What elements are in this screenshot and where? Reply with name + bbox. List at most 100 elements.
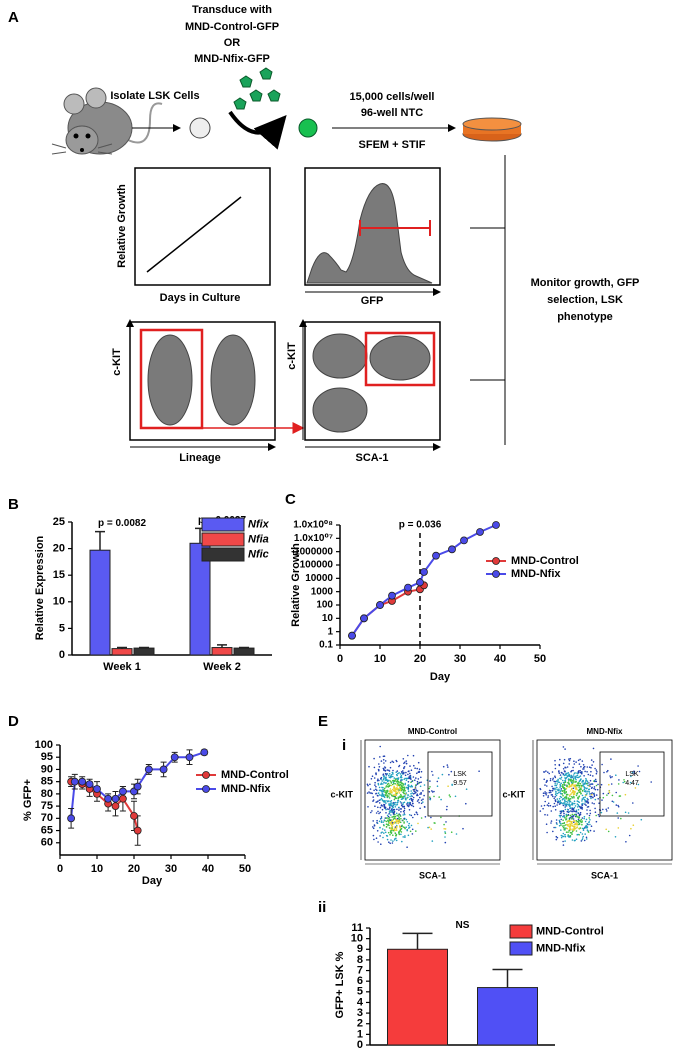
flow-event <box>392 769 394 772</box>
flow-event <box>392 781 395 784</box>
flow-event <box>602 792 605 795</box>
flow-event <box>376 794 379 797</box>
flow-event <box>564 781 566 784</box>
flow-event <box>380 797 383 800</box>
flow-event <box>379 835 381 837</box>
flow-event <box>589 809 591 812</box>
gate <box>139 328 204 430</box>
flow-event <box>586 782 588 785</box>
step-text: selection, LSK <box>547 294 623 306</box>
flow-event <box>372 834 375 837</box>
flow-event <box>588 821 590 823</box>
flow-event <box>379 799 382 801</box>
flow-event <box>552 795 554 798</box>
flow-event <box>587 773 590 776</box>
flow-event <box>419 785 422 788</box>
flow-event <box>570 785 572 787</box>
flow-event <box>563 774 566 777</box>
flow-event <box>563 758 566 761</box>
flow-event <box>579 811 582 814</box>
flow-event <box>591 786 593 789</box>
flow-event <box>414 767 416 769</box>
x-tick-label: 0 <box>337 653 343 665</box>
legend-label: MND-Nfix <box>511 568 561 580</box>
point <box>133 826 142 835</box>
flow-event <box>638 770 641 773</box>
flow-event <box>558 819 561 822</box>
flow-event <box>578 782 580 784</box>
flow-event <box>564 748 566 750</box>
flow-event <box>376 789 378 792</box>
schematic-frame <box>134 167 271 286</box>
flow-event <box>588 791 591 793</box>
population <box>312 387 368 433</box>
flow-event <box>395 790 397 793</box>
flow-event <box>585 818 588 821</box>
flow-event <box>406 821 409 823</box>
flow-event <box>412 816 414 819</box>
cell-icon <box>189 117 211 139</box>
x-tick-label: 0 <box>57 863 63 875</box>
flow-event <box>394 787 396 789</box>
point <box>111 794 120 803</box>
flow-event <box>584 782 587 784</box>
point <box>476 528 484 536</box>
y-tick-label: 8 <box>357 954 363 966</box>
flow-event <box>568 794 571 797</box>
flow-event <box>390 808 393 811</box>
flow-event <box>440 816 442 819</box>
y-tick-label: 0.1 <box>319 640 333 651</box>
flow-event <box>417 778 420 780</box>
flow-event <box>553 797 555 800</box>
flow-event <box>389 776 392 779</box>
flow-event <box>378 812 380 815</box>
y-tick-label: 6 <box>357 975 363 987</box>
flow-event <box>573 797 575 799</box>
flow-event <box>544 792 546 795</box>
flow-event <box>376 779 379 782</box>
flow-event <box>385 791 387 794</box>
flow-event <box>559 774 562 776</box>
point <box>185 753 194 762</box>
flow-event <box>583 775 585 777</box>
flow-event <box>563 816 565 818</box>
flow-event <box>547 771 549 773</box>
flow-event <box>399 826 401 829</box>
flow-event <box>576 772 578 774</box>
y-tick-label: 65 <box>41 824 53 836</box>
flow-event <box>378 789 381 792</box>
flow-event <box>394 794 397 797</box>
flow-event <box>558 791 560 794</box>
flow-event <box>570 793 572 795</box>
flow-event <box>552 805 554 808</box>
flow-event <box>565 813 568 816</box>
flow-event <box>594 778 597 781</box>
flow-event <box>388 808 390 810</box>
flow-event <box>394 815 397 818</box>
point <box>492 521 500 529</box>
y-axis-label: Relative Growth <box>290 543 302 627</box>
flow-event <box>409 772 411 775</box>
point <box>119 794 127 803</box>
flow-event <box>415 789 418 791</box>
flow-event <box>395 834 397 837</box>
flow-event <box>560 811 563 813</box>
flow-event <box>585 838 588 840</box>
flow-event <box>395 828 398 830</box>
flow-event <box>550 822 552 824</box>
flow-event <box>438 796 441 798</box>
flow-event <box>431 840 434 842</box>
flow-event <box>576 774 579 777</box>
flow-event <box>383 782 385 784</box>
flow-event <box>416 793 419 795</box>
flow-event <box>570 822 573 824</box>
flow-event <box>556 823 558 825</box>
flow-event <box>597 783 599 786</box>
flow-event <box>581 833 584 835</box>
flow-event <box>572 809 575 811</box>
flow-event <box>372 827 375 830</box>
flow-event <box>554 805 556 807</box>
panel-label: E <box>318 713 328 730</box>
flow-event <box>571 792 573 794</box>
flow-event <box>410 804 413 807</box>
